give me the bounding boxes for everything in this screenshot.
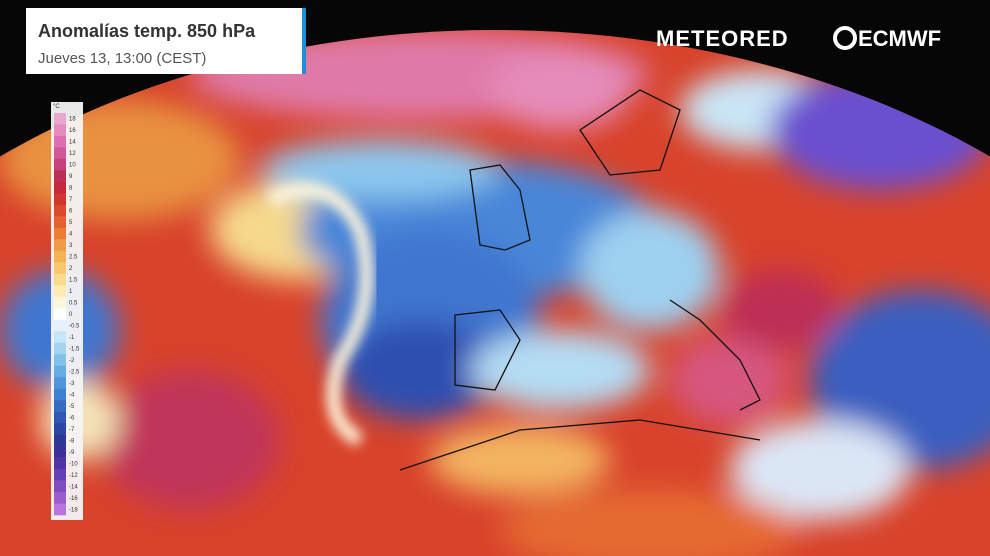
- legend-swatch: [54, 492, 66, 504]
- legend-swatch: [54, 296, 66, 309]
- legend-swatch: [54, 216, 66, 229]
- legend-swatch: [54, 250, 66, 263]
- legend-swatch: [54, 411, 66, 424]
- legend-label: 14: [69, 140, 76, 146]
- legend-swatch: [54, 273, 66, 286]
- legend-swatch: [54, 400, 66, 412]
- legend-label: 5: [69, 220, 73, 226]
- legend-swatch: [54, 135, 66, 148]
- legend-label: -2: [69, 358, 75, 364]
- legend-swatch: [54, 469, 66, 481]
- subtitle: Jueves 13, 13:00 (CEST): [38, 50, 206, 67]
- title-accent: [302, 8, 306, 74]
- legend-swatch: [54, 181, 66, 194]
- legend-swatch: [54, 377, 66, 389]
- legend-swatch: [54, 170, 66, 183]
- legend-label: -18: [69, 507, 78, 513]
- legend-swatch: [54, 331, 66, 344]
- legend-swatch: [54, 308, 66, 321]
- legend-swatch: [54, 319, 66, 332]
- ecmwf-icon: [833, 26, 857, 50]
- legend-label: -4: [69, 392, 75, 398]
- legend-label: -7: [69, 427, 75, 433]
- title-box: [26, 8, 306, 74]
- legend-swatch: [54, 239, 66, 252]
- legend-swatch: [54, 365, 66, 378]
- legend-swatch: [54, 446, 66, 458]
- meteored-logo: METEORED: [656, 26, 789, 51]
- legend-label: -8: [69, 438, 75, 444]
- legend-label: 3: [69, 243, 73, 249]
- legend-label: 8: [69, 186, 73, 192]
- legend-label: -3: [69, 381, 75, 387]
- legend-swatch: [54, 434, 66, 447]
- legend-swatch: [54, 388, 66, 401]
- legend-label: -1.5: [69, 346, 80, 352]
- legend-swatch: [54, 457, 66, 470]
- legend-label: -9: [69, 450, 75, 456]
- legend-swatch: [54, 480, 66, 493]
- legend-unit: °C: [53, 104, 60, 110]
- legend-label: -0.5: [69, 323, 80, 329]
- legend-swatch: [54, 227, 66, 240]
- legend-label: 1.5: [69, 278, 78, 284]
- title: Anomalías temp. 850 hPa: [38, 21, 256, 41]
- legend-swatch: [54, 342, 66, 355]
- legend-label: -2.5: [69, 369, 80, 375]
- legend-label: 9: [69, 174, 73, 180]
- legend-label: 10: [69, 163, 76, 169]
- legend-label: 16: [69, 128, 76, 134]
- legend-swatch: [54, 158, 66, 171]
- legend-swatch: [54, 193, 66, 206]
- legend-label: 6: [69, 209, 73, 215]
- legend-swatch: [54, 124, 66, 137]
- legend-swatch: [54, 285, 66, 298]
- legend-label: 4: [69, 232, 73, 238]
- legend-swatch: [54, 204, 66, 217]
- legend-label: -10: [69, 461, 78, 467]
- legend-label: -12: [69, 473, 78, 479]
- legend-label: 2: [69, 266, 73, 272]
- legend-swatch: [54, 147, 66, 160]
- legend-label: 2.5: [69, 255, 78, 261]
- legend-label: 0: [69, 312, 73, 318]
- legend: 18 16 14 12 10 9 8 7 6 5 4 3 2.5 2 1.5 1 0.5 0 -0.5 -1 -1.5 -…: [54, 113, 80, 516]
- legend-label: 7: [69, 197, 73, 203]
- legend-label: -5: [69, 404, 75, 410]
- legend-swatch: [54, 262, 66, 275]
- legend-label: -14: [69, 484, 78, 490]
- legend-swatch: [54, 503, 66, 516]
- legend-label: 0.5: [69, 301, 78, 307]
- legend-label: 18: [69, 117, 76, 123]
- legend-label: -16: [69, 496, 78, 502]
- legend-label: -1: [69, 335, 75, 341]
- legend-swatch: [54, 113, 66, 125]
- legend-label: 1: [69, 289, 73, 295]
- legend-label: 12: [69, 151, 76, 157]
- legend-swatch: [54, 354, 66, 366]
- ecmwf-logo: ECMWF: [858, 26, 941, 51]
- legend-swatch: [54, 423, 66, 435]
- legend-label: -6: [69, 415, 75, 421]
